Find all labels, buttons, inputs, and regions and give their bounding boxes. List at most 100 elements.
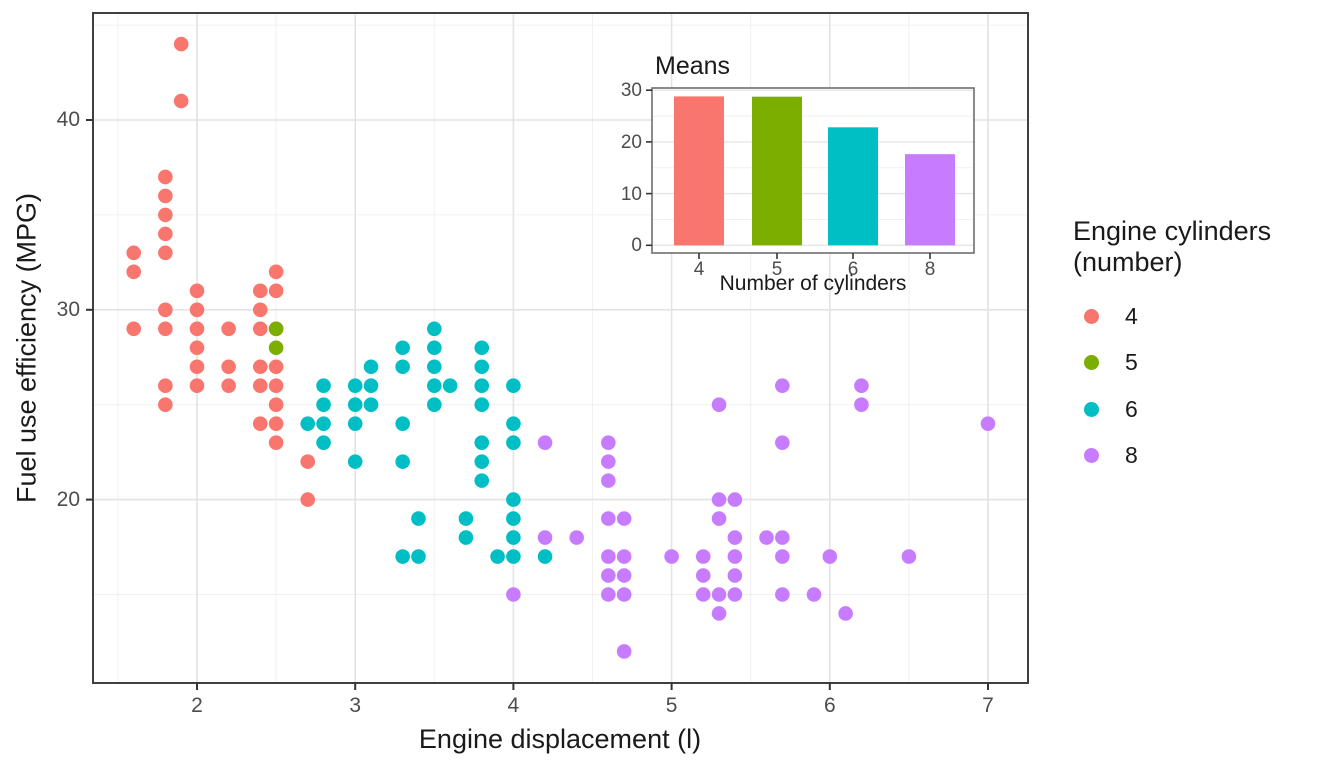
data-point-cyl4	[189, 359, 205, 375]
data-point-cyl8	[537, 435, 553, 450]
data-point-cyl8	[775, 435, 790, 450]
legend-title: Engine cylinders (number)	[1073, 216, 1271, 278]
legend-swatch-icon	[1084, 401, 1099, 417]
data-point-cyl8	[822, 549, 838, 564]
x-axis-title: Engine displacement (l)	[418, 724, 702, 754]
data-point-cyl4	[126, 245, 142, 261]
legend-item-label: 8	[1125, 442, 1138, 468]
inset-x-tick-label: 8	[924, 259, 936, 280]
panel-border	[92, 12, 1029, 684]
data-point-cyl6	[395, 416, 410, 431]
data-point-cyl4	[189, 302, 205, 318]
legend-items: 4 5 6 8	[1073, 302, 1271, 470]
data-point-cyl4	[268, 264, 284, 280]
data-point-cyl6	[363, 378, 379, 394]
data-point-cyl4	[158, 226, 173, 242]
data-point-cyl4	[189, 378, 205, 394]
data-point-cyl8	[727, 587, 743, 602]
data-point-cyl8	[838, 606, 853, 621]
data-point-cyl6	[442, 378, 458, 394]
data-point-cyl4	[268, 359, 284, 375]
data-point-cyl6	[347, 454, 363, 469]
bar-cyl5	[752, 96, 802, 246]
data-point-cyl6	[395, 340, 410, 356]
data-point-cyl8	[664, 549, 679, 564]
data-point-cyl4	[189, 340, 205, 356]
data-point-cyl6	[474, 378, 490, 394]
data-point-cyl8	[711, 606, 727, 621]
data-point-cyl8	[537, 530, 553, 545]
bar-cyl8	[905, 154, 955, 246]
data-point-cyl8	[616, 568, 632, 583]
data-point-cyl8	[601, 454, 616, 469]
data-point-cyl6	[506, 416, 521, 431]
inset-y-tick-label: 30	[620, 80, 642, 102]
data-point-cyl4	[268, 416, 284, 431]
data-point-cyl4	[189, 321, 205, 337]
data-point-cyl6	[300, 416, 316, 431]
data-point-cyl8	[601, 473, 616, 488]
data-point-cyl4	[221, 378, 236, 394]
data-point-cyl6	[347, 416, 363, 431]
data-point-cyl4	[268, 435, 284, 450]
legend-item-label: 6	[1125, 395, 1138, 422]
data-point-cyl8	[727, 549, 743, 564]
data-point-cyl4	[126, 321, 142, 337]
legend-item-label: 5	[1125, 349, 1138, 375]
data-point-cyl6	[411, 549, 426, 564]
data-point-cyl4	[189, 283, 205, 299]
data-point-cyl4	[126, 264, 142, 280]
data-point-cyl8	[616, 549, 632, 564]
data-point-cyl4	[173, 36, 189, 52]
data-point-cyl6	[427, 359, 442, 375]
data-point-cyl4	[252, 321, 268, 337]
data-point-cyl4	[158, 188, 173, 204]
y-axis-title: Fuel use efficiency (MPG)	[11, 192, 42, 504]
data-point-cyl6	[506, 435, 521, 450]
data-point-cyl6	[506, 511, 521, 526]
data-point-cyl6	[506, 378, 521, 394]
data-point-cyl6	[347, 397, 363, 413]
data-point-cyl8	[695, 549, 711, 564]
data-point-cyl8	[601, 435, 616, 450]
data-point-cyl6	[506, 549, 521, 564]
data-point-cyl8	[759, 530, 774, 545]
data-point-cyl6	[316, 416, 331, 431]
data-point-cyl4	[300, 454, 316, 469]
data-point-cyl8	[775, 549, 790, 564]
data-point-cyl8	[980, 416, 996, 431]
data-point-cyl8	[601, 549, 616, 564]
data-point-cyl8	[854, 378, 869, 394]
data-point-cyl8	[616, 511, 632, 526]
data-point-cyl8	[601, 511, 616, 526]
data-point-cyl8	[506, 587, 521, 602]
legend-item-5: 5	[1073, 349, 1271, 377]
x-tick-label: 3	[349, 694, 362, 717]
data-point-cyl6	[474, 340, 490, 356]
data-point-cyl6	[395, 454, 410, 469]
bar-cyl6	[828, 127, 878, 246]
data-point-cyl6	[363, 397, 379, 413]
data-point-cyl4	[252, 359, 268, 375]
data-point-cyl6	[474, 435, 490, 450]
data-point-cyl6	[427, 397, 442, 413]
data-point-cyl6	[458, 511, 474, 526]
legend-item-label: 4	[1125, 302, 1138, 329]
bar-cyl4	[674, 96, 724, 246]
inset-x-axis-title: Number of cylinders	[719, 272, 907, 295]
data-point-cyl8	[711, 397, 727, 413]
y-tick-label: 40	[56, 108, 80, 131]
x-tick-label: 5	[665, 694, 678, 717]
data-point-cyl6	[474, 454, 490, 469]
data-point-cyl8	[775, 378, 790, 394]
data-point-cyl6	[537, 549, 553, 564]
data-point-cyl6	[411, 511, 426, 526]
data-point-cyl6	[316, 397, 331, 413]
data-point-cyl6	[316, 378, 331, 394]
data-point-cyl6	[458, 530, 474, 545]
data-point-cyl6	[427, 340, 442, 356]
x-tick-label: 4	[507, 694, 520, 717]
data-point-cyl8	[711, 492, 727, 507]
data-point-cyl6	[395, 359, 410, 375]
